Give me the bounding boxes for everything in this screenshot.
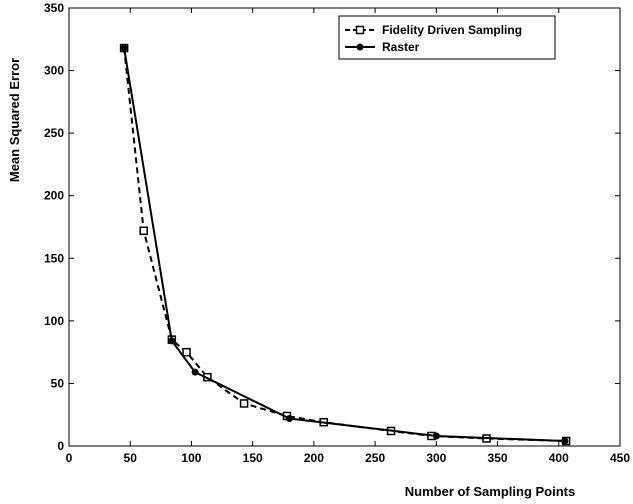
y-tick-label: 100 (44, 314, 64, 328)
x-tick-label: 250 (365, 451, 385, 465)
x-tick-label: 100 (181, 451, 201, 465)
legend-label-fidelity: Fidelity Driven Sampling (382, 23, 522, 37)
data-point-dot (561, 437, 569, 445)
series-0 (119, 43, 571, 446)
legend-marker-raster (356, 43, 364, 51)
data-point-square (182, 347, 191, 357)
x-tick-label: 50 (124, 451, 138, 465)
y-tick-label: 200 (44, 189, 64, 203)
x-tick-label: 350 (488, 451, 508, 465)
data-point-dot (285, 414, 293, 422)
x-tick-label: 150 (243, 451, 263, 465)
y-tick-label: 50 (51, 376, 65, 390)
y-axis-title: Mean Squared Error (7, 58, 22, 182)
x-tick-label: 200 (304, 451, 324, 465)
series-line (123, 47, 565, 442)
y-tick-label: 300 (44, 64, 64, 78)
x-tick-label: 450 (610, 451, 630, 465)
legend-box (338, 15, 556, 60)
y-tick-label: 0 (57, 439, 64, 453)
data-point-dot (191, 368, 199, 376)
series-1 (120, 44, 569, 445)
x-tick-labels: 0 50 100 150 200 250 300 350 400 450 (66, 451, 631, 465)
y-tick-label: 150 (44, 251, 64, 265)
data-point-square (139, 226, 148, 236)
data-point-dot (432, 432, 440, 440)
legend-label-raster: Raster (382, 40, 420, 54)
axis-ticks (68, 7, 621, 447)
legend: Fidelity Driven Sampling Raster (338, 15, 556, 60)
legend-marker-fidelity (355, 25, 365, 35)
x-axis-title: Number of Sampling Points (405, 484, 575, 499)
series-layer (119, 43, 571, 446)
x-tick-label: 400 (549, 451, 569, 465)
y-tick-label: 350 (44, 1, 64, 15)
plot-area (68, 7, 621, 447)
data-point-dot (168, 337, 176, 345)
series-line (123, 47, 567, 442)
y-tick-label: 250 (44, 126, 64, 140)
y-tick-labels: 0 50 100 150 200 250 300 350 (44, 1, 64, 453)
x-tick-label: 300 (426, 451, 446, 465)
x-tick-label: 0 (66, 451, 73, 465)
data-point-square (239, 399, 249, 408)
data-point-dot (120, 44, 128, 52)
